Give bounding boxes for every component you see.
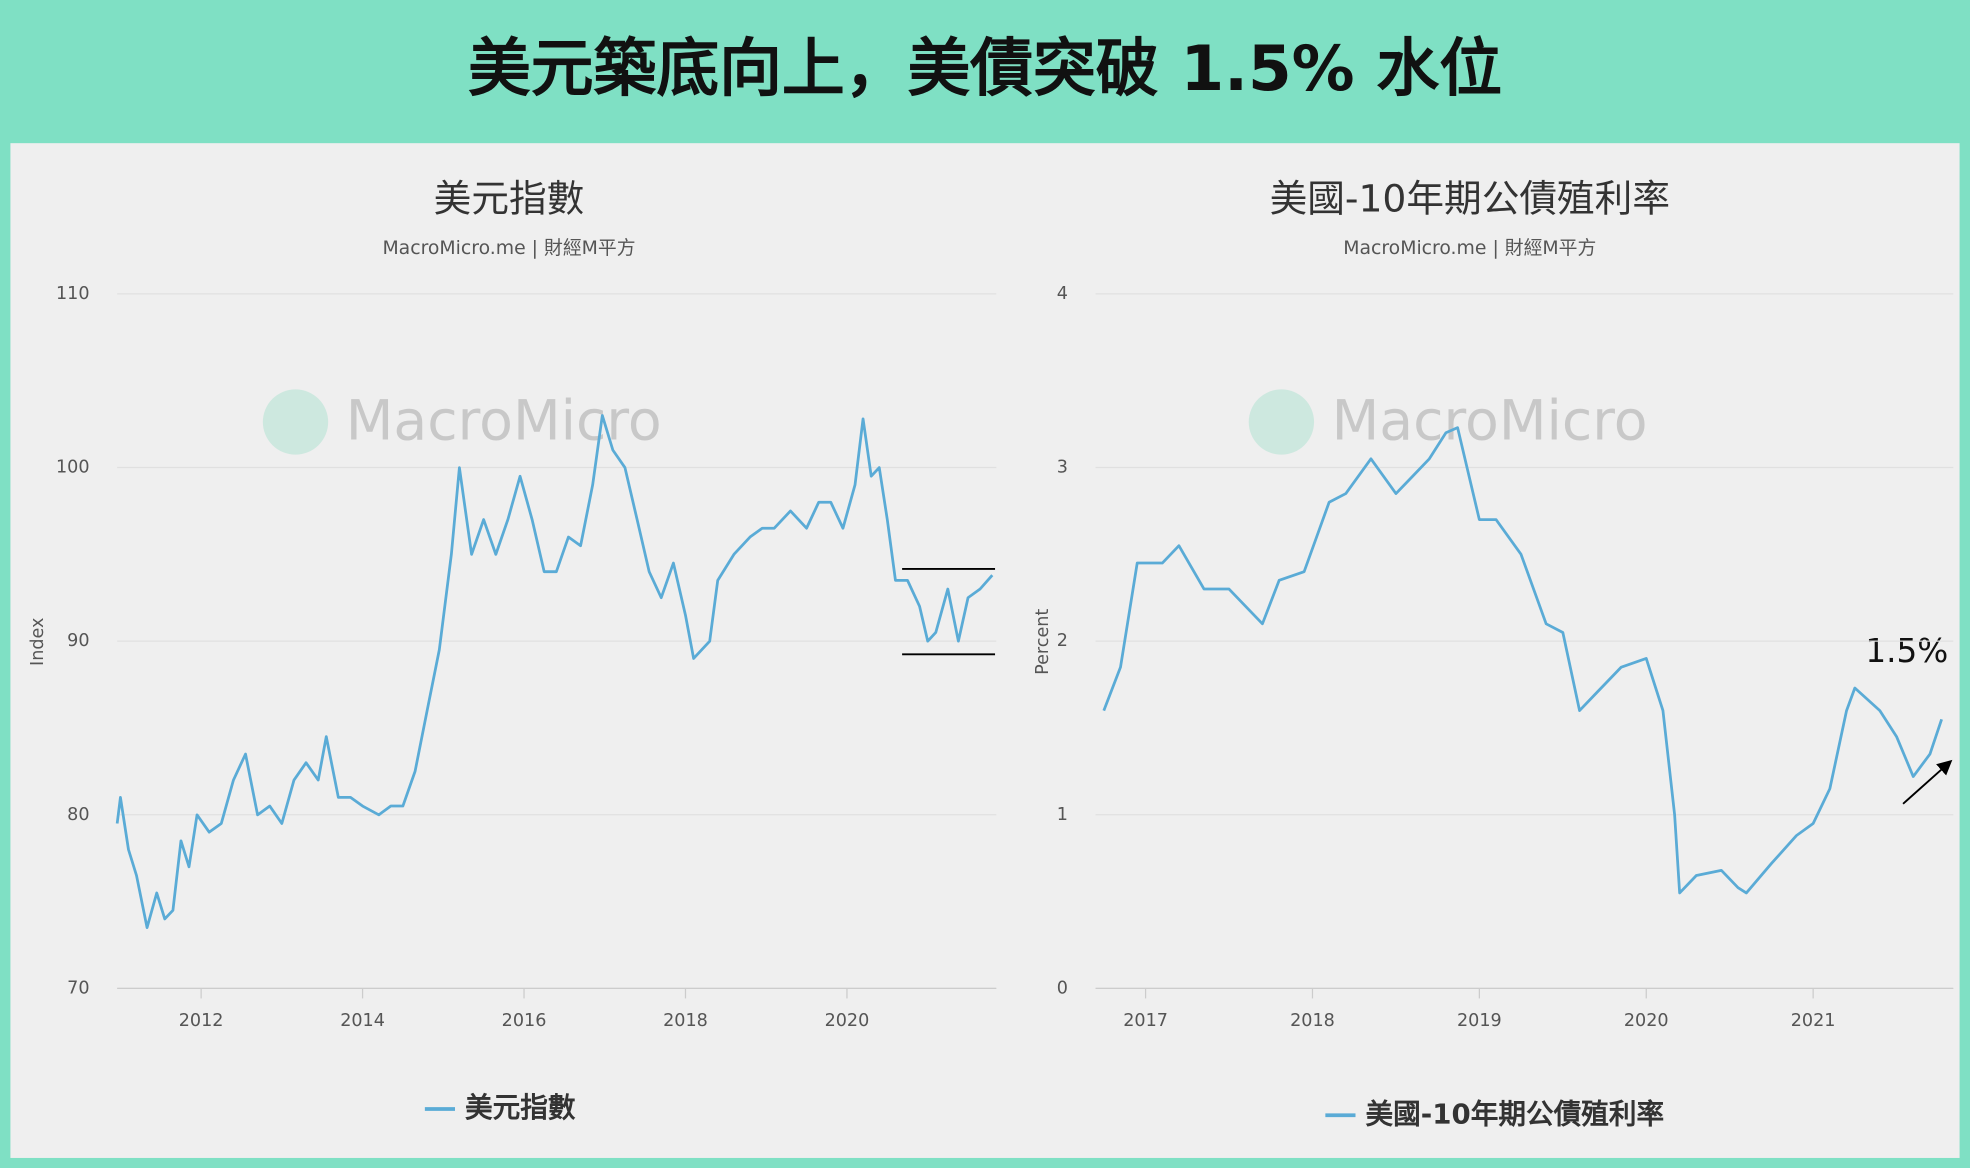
- y-tick-label: 80: [67, 805, 89, 825]
- chart-title: 美元指數: [434, 176, 585, 220]
- y-tick-label: 3: [1057, 458, 1068, 478]
- chart-subtitle: MacroMicro.me | 財經M平方: [382, 237, 635, 259]
- annotation: 1.5%: [1865, 632, 1948, 670]
- legend-label: 美國-10年期公債殖利率: [1366, 1097, 1665, 1130]
- y-tick-label: 4: [1057, 284, 1068, 304]
- x-tick-label: 2021: [1791, 1011, 1836, 1031]
- y-axis-label: Index: [28, 618, 48, 666]
- y-tick-label: 2: [1057, 631, 1068, 651]
- legend-label: 美元指數: [465, 1091, 576, 1124]
- y-tick-label: 110: [56, 284, 90, 304]
- y-tick-label: 1: [1057, 805, 1068, 825]
- y-tick-label: 0: [1057, 978, 1068, 998]
- x-tick-label: 2020: [825, 1011, 870, 1031]
- arrow: [1902, 759, 1953, 805]
- chart-title: 美國-10年期公債殖利率: [1270, 176, 1670, 220]
- y-tick-label: 100: [56, 458, 90, 478]
- y-tick-label: 90: [67, 631, 89, 651]
- series-line: [115, 414, 994, 929]
- watermark: MacroMicro: [346, 390, 662, 454]
- watermark: MacroMicro: [1332, 390, 1648, 454]
- y-axis-label: Percent: [1033, 609, 1053, 675]
- x-tick-label: 2018: [663, 1011, 708, 1031]
- x-tick-label: 2016: [502, 1011, 547, 1031]
- watermark-logo: [1248, 389, 1315, 455]
- x-tick-label: 2018: [1290, 1011, 1335, 1031]
- chart-subtitle: MacroMicro.me | 財經M平方: [1343, 237, 1596, 259]
- x-tick-label: 2017: [1123, 1011, 1168, 1031]
- x-tick-label: 2020: [1624, 1011, 1669, 1031]
- y-tick-label: 70: [67, 978, 89, 998]
- series-line: [1102, 426, 1943, 895]
- page-title: 美元築底向上，美債突破 1.5% 水位: [468, 32, 1502, 105]
- x-tick-label: 2012: [179, 1011, 224, 1031]
- x-tick-label: 2019: [1457, 1011, 1502, 1031]
- x-tick-label: 2014: [340, 1011, 385, 1031]
- panel: [10, 143, 1960, 1158]
- watermark-logo: [262, 389, 329, 455]
